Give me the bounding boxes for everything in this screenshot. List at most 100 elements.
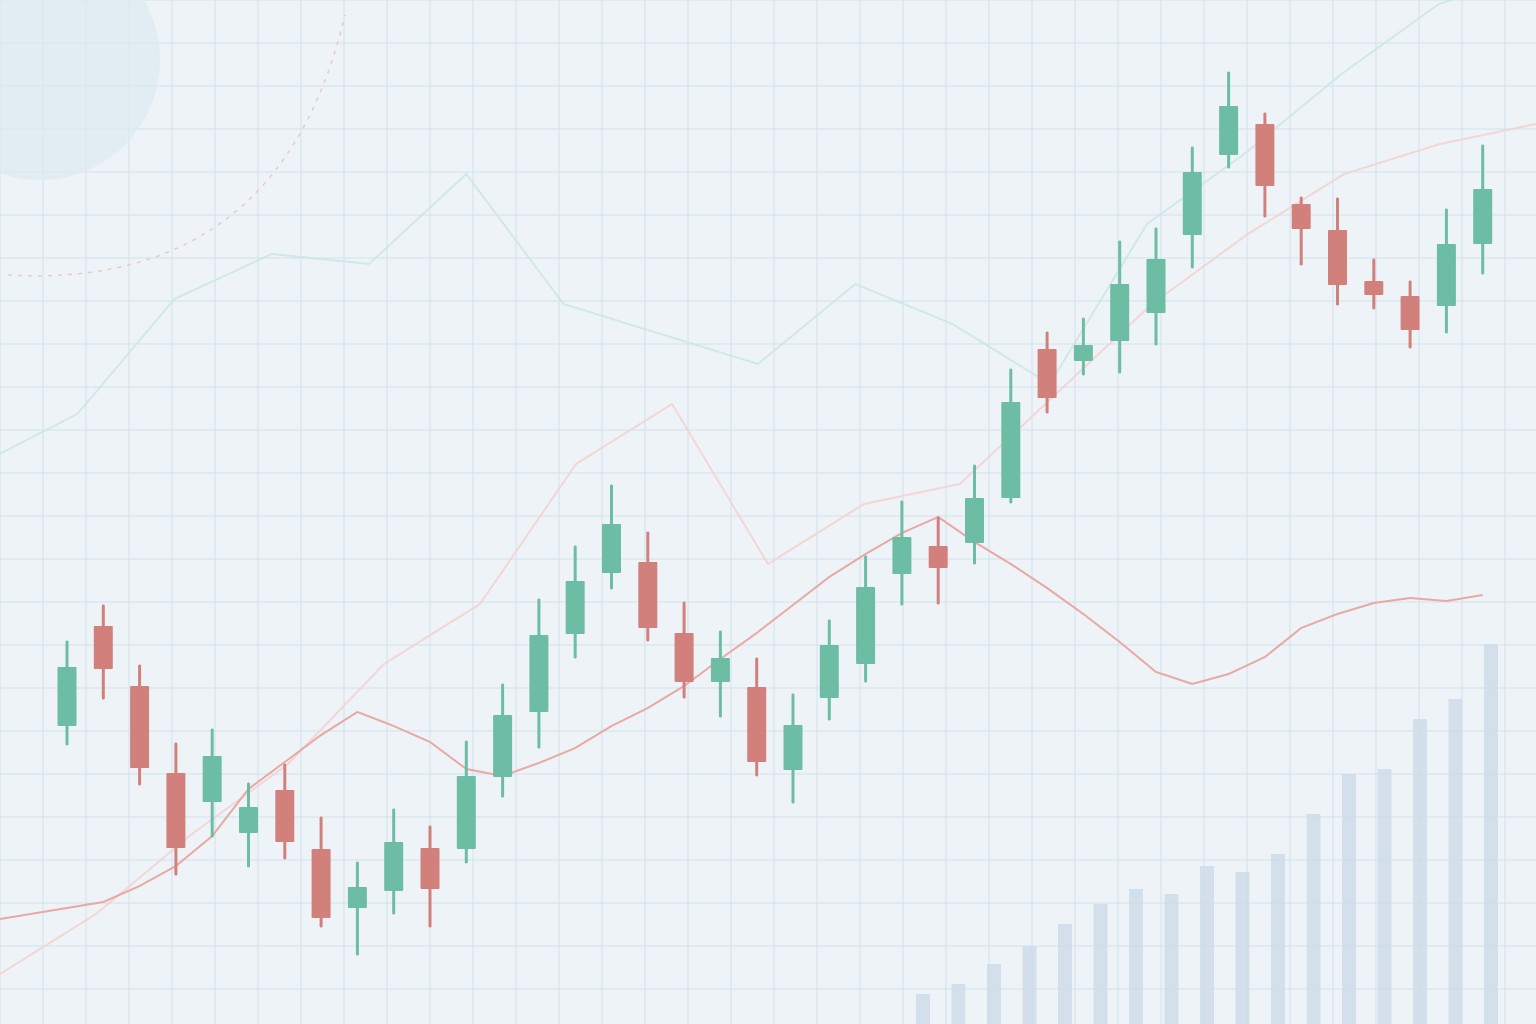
volume-bar: [1484, 644, 1498, 1024]
candle-body: [202, 756, 222, 802]
candle-body: [1400, 296, 1420, 330]
candle-body: [57, 667, 77, 726]
candle-bullish: [710, 630, 730, 718]
candle-body: [1255, 124, 1275, 186]
candle-bullish: [1110, 240, 1130, 374]
candle-bearish: [420, 825, 440, 928]
candle-bullish: [529, 598, 549, 749]
volume-bars-layer: [916, 644, 1498, 1024]
volume-bar: [1164, 894, 1179, 1024]
candle-body: [965, 498, 984, 543]
volume-bar: [1413, 719, 1427, 1024]
moving-average-line: [0, 515, 1483, 920]
candle-body: [1110, 284, 1130, 341]
candle-bullish: [965, 464, 984, 565]
candle-body: [456, 776, 476, 849]
candle-bullish: [819, 619, 839, 721]
volume-bar: [987, 964, 1001, 1024]
candle-bearish: [166, 742, 186, 876]
candle-bullish: [856, 555, 876, 683]
candle-body: [783, 725, 803, 770]
volume-bar: [1200, 866, 1214, 1024]
volume-bar: [1342, 774, 1356, 1024]
candle-body: [674, 633, 694, 682]
volume-bar: [916, 994, 930, 1024]
candle-bearish: [1291, 196, 1311, 266]
candle-body: [275, 790, 295, 842]
candle-bullish: [783, 693, 803, 804]
candle-bullish: [1182, 146, 1202, 269]
candle-body: [1182, 172, 1202, 235]
candle-body: [638, 562, 658, 628]
candle-body: [384, 842, 404, 891]
candle-body: [1146, 259, 1166, 313]
candle-body: [1473, 189, 1493, 244]
candle-bullish: [1219, 71, 1239, 169]
candle-bearish: [747, 657, 767, 777]
candle-body: [1219, 106, 1239, 155]
decorative-background-layer: [0, 0, 346, 277]
candle-bearish: [1400, 280, 1420, 349]
volume-bar: [1235, 872, 1250, 1024]
candle-bullish: [493, 683, 513, 798]
candle-body: [1328, 230, 1347, 285]
candle-body: [856, 587, 876, 664]
candle-bearish: [93, 604, 113, 700]
background-line-red: [0, 123, 1536, 975]
candle-body: [710, 658, 730, 682]
candle-bearish: [674, 601, 694, 699]
volume-bar: [1058, 924, 1072, 1024]
candle-bullish: [1473, 144, 1493, 275]
candle-body: [1291, 204, 1311, 229]
volume-bar: [1129, 889, 1143, 1024]
candle-body: [928, 546, 948, 568]
candle-bearish: [275, 763, 295, 860]
candle-body: [93, 626, 113, 669]
volume-bar: [1377, 769, 1392, 1024]
candle-bullish: [1073, 317, 1093, 376]
candle-bullish: [892, 500, 912, 606]
candle-bullish: [602, 484, 621, 590]
candle-bullish: [1146, 227, 1166, 346]
candle-body: [1436, 244, 1456, 306]
decorative-circle: [0, 0, 160, 180]
candles-layer: [57, 71, 1493, 956]
candle-bullish: [347, 861, 367, 956]
candle-bearish: [311, 816, 331, 928]
volume-bar: [1093, 904, 1108, 1024]
candle-body: [130, 686, 150, 768]
candle-bearish: [1364, 258, 1384, 310]
candle-body: [166, 773, 186, 848]
volume-bar: [1448, 699, 1463, 1024]
candle-bullish: [1001, 368, 1021, 504]
candle-bullish: [1436, 208, 1456, 334]
candle-body: [420, 848, 440, 889]
candle-bullish: [239, 782, 258, 868]
volume-bar: [1022, 946, 1037, 1024]
candle-bearish: [638, 531, 658, 642]
candle-body: [602, 524, 621, 573]
candle-bullish: [456, 740, 476, 864]
candle-body: [529, 635, 549, 712]
candle-bearish: [1037, 331, 1057, 414]
candle-body: [1364, 281, 1384, 295]
background-line-teal: [0, 0, 1456, 455]
candle-body: [1001, 402, 1021, 498]
candle-body: [311, 849, 331, 918]
candle-body: [892, 537, 912, 574]
candle-body: [493, 715, 513, 777]
candle-bearish: [130, 664, 150, 786]
candle-body: [747, 687, 767, 762]
candle-body: [1073, 345, 1093, 361]
candle-body: [819, 645, 839, 698]
overlay-lines-layer: [0, 0, 1536, 975]
candle-body: [1037, 349, 1057, 398]
candle-body: [347, 887, 367, 908]
candle-body: [565, 581, 585, 634]
volume-bar: [1306, 814, 1321, 1024]
candle-bearish: [1328, 197, 1347, 306]
candle-bullish: [202, 728, 222, 838]
